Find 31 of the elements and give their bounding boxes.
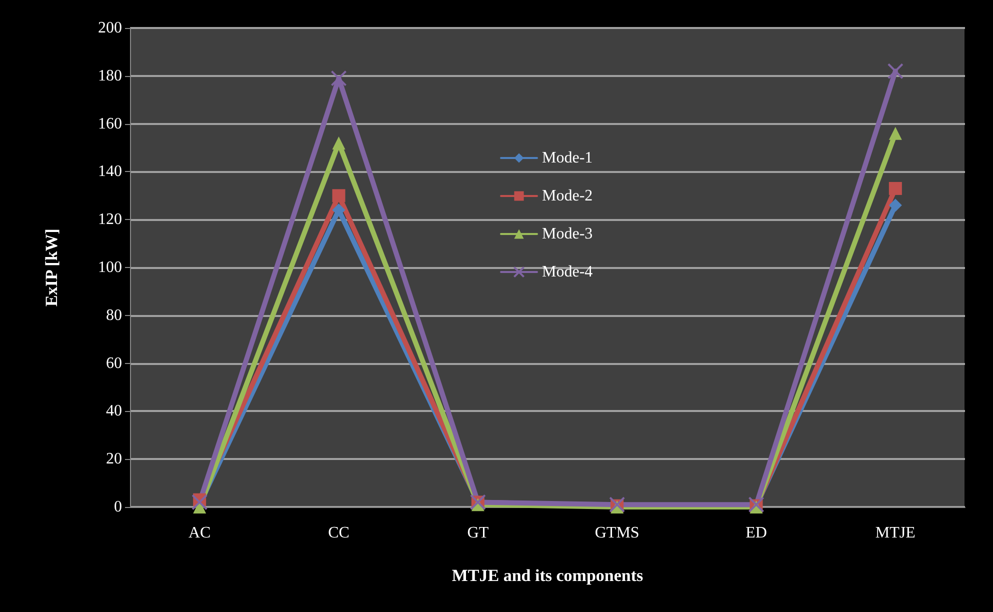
y-tick-label: 100	[98, 259, 122, 276]
y-tick-label: 80	[106, 306, 122, 324]
y-tick-label: 160	[98, 115, 122, 132]
legend-label: Mode-2	[542, 188, 593, 204]
y-tick-label: 200	[98, 20, 122, 36]
point	[887, 63, 904, 80]
y-tick-label: 120	[98, 211, 122, 228]
x-tick-label: GT	[467, 524, 489, 542]
y-tick-label: 60	[106, 354, 122, 372]
y-tick-label: 40	[106, 402, 122, 420]
y-tick-label: 140	[98, 163, 122, 180]
x-tick-label: MTJE	[875, 524, 916, 542]
point	[332, 204, 346, 217]
point	[332, 189, 346, 202]
x-tick-label: GTMS	[594, 524, 640, 542]
x-tick-label: CC	[328, 524, 350, 542]
point	[888, 182, 902, 195]
point	[888, 198, 902, 212]
legend-label: Mode-3	[542, 226, 593, 242]
y-tick-label: 20	[106, 450, 122, 468]
x-tick-label: ED	[746, 524, 767, 542]
legend-label: Mode-4	[542, 264, 593, 280]
legend-label: Mode-1	[542, 150, 593, 166]
point	[192, 494, 208, 510]
x-axis-title: MTJE and its components	[452, 566, 644, 585]
x-tick-label: AC	[188, 524, 211, 542]
y-axis-title: ExIP [kW]	[42, 228, 61, 306]
point	[888, 126, 902, 140]
point	[332, 136, 346, 150]
y-tick-label: 180	[98, 67, 122, 84]
y-tick-label: 0	[114, 498, 122, 516]
